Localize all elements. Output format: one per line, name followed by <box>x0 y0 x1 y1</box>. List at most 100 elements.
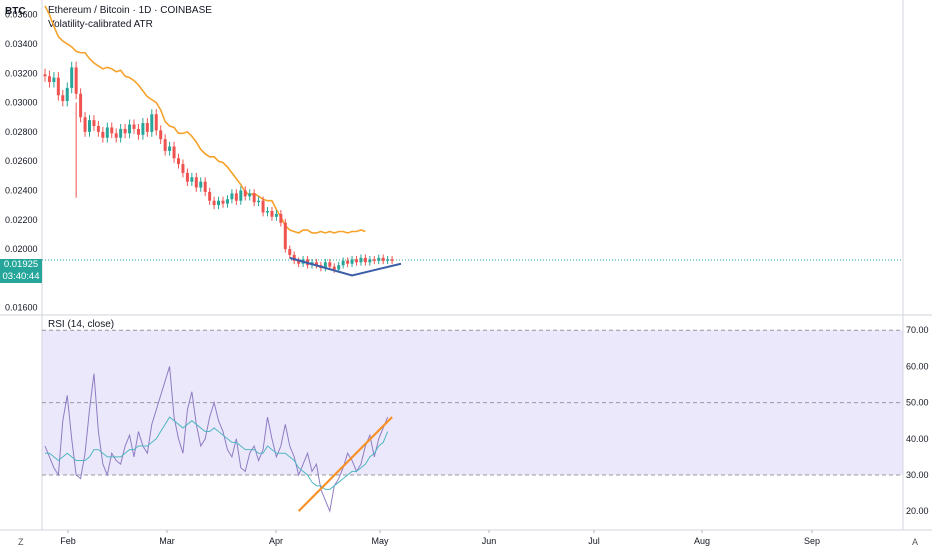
candle-body <box>65 87 69 102</box>
candle-body <box>261 200 265 213</box>
candle-body <box>372 259 376 261</box>
candle-body <box>88 120 91 132</box>
candle-body <box>386 259 390 261</box>
candle-body <box>328 262 332 267</box>
candle-body <box>283 222 287 250</box>
candle-body <box>337 265 341 270</box>
x-tick-label: Apr <box>269 536 283 546</box>
rsi-label: RSI (14, close) <box>48 319 115 330</box>
x-tick-label: May <box>371 536 389 546</box>
candle-body <box>234 193 238 201</box>
price-tick-label: 0.03000 <box>5 98 38 108</box>
price-tick-label: 0.02800 <box>5 127 38 137</box>
candle-body <box>159 130 163 140</box>
candle-body <box>368 259 372 263</box>
candle-body <box>252 193 256 203</box>
candle-body <box>52 77 56 83</box>
x-tick-label: Feb <box>60 536 76 546</box>
candle-body <box>136 128 140 135</box>
candle-body <box>332 266 336 270</box>
candle-body <box>194 177 198 188</box>
price-tick-label: 0.02200 <box>5 215 38 225</box>
candle-body <box>185 172 189 182</box>
candle-body <box>61 95 65 102</box>
candle-body <box>101 131 105 138</box>
candle-body <box>257 200 261 203</box>
candle-body <box>230 193 234 200</box>
candle-body <box>288 249 292 255</box>
candle-body <box>70 67 74 88</box>
candle-body <box>123 128 127 134</box>
candle-body <box>172 146 176 159</box>
rsi-tick-label: 60.00 <box>906 361 929 371</box>
atr-line <box>44 5 366 234</box>
candle-body <box>239 190 243 201</box>
candle-body <box>83 117 87 132</box>
rsi-tick-label: 70.00 <box>906 325 929 335</box>
candle-body <box>43 74 47 77</box>
x-tick-label: Jul <box>588 536 600 546</box>
candle-body <box>355 259 358 263</box>
candle-body <box>243 190 247 197</box>
candle-body <box>163 139 167 151</box>
candle-body <box>212 200 216 206</box>
candle-body <box>221 200 225 204</box>
candle-body <box>381 257 385 261</box>
price-tick-label: 0.01600 <box>5 303 38 313</box>
price-tick-label: 0.03400 <box>5 39 38 49</box>
candle-body <box>145 123 149 132</box>
candle-body <box>279 213 283 223</box>
rsi-tick-label: 30.00 <box>906 470 929 480</box>
candle-body <box>128 124 132 134</box>
auto-scale-toggle[interactable]: A <box>912 537 919 547</box>
candles <box>43 61 394 273</box>
candle-body <box>292 254 296 261</box>
chart-title: Ethereum / Bitcoin · 1D · COINBASE <box>48 5 212 16</box>
rsi-series-line <box>44 366 389 513</box>
candle-body <box>190 177 194 182</box>
candle-body <box>208 191 212 201</box>
candle-body <box>225 199 229 204</box>
last-price-badge: 0.01925 <box>0 259 42 271</box>
candle-body <box>141 123 145 135</box>
candle-body <box>359 257 363 263</box>
candle-body <box>74 67 78 94</box>
grid <box>42 259 903 533</box>
chart-background <box>0 0 932 531</box>
candle-body <box>96 126 100 132</box>
price-trendline <box>289 256 402 277</box>
candle-body <box>341 260 345 266</box>
candle-body <box>297 260 301 264</box>
x-tick-label: Sep <box>804 536 820 546</box>
rsi-trendline <box>297 416 393 512</box>
candle-body <box>110 127 114 134</box>
x-tick-label: Aug <box>694 536 710 546</box>
candle-body <box>154 114 158 131</box>
candle-body <box>270 210 274 217</box>
candle-body <box>105 127 109 138</box>
x-tick-label: Jun <box>482 536 497 546</box>
candle-body <box>181 164 185 173</box>
zoom-toggle[interactable]: Z <box>18 537 24 547</box>
candle-body <box>346 260 350 264</box>
axes: 0.03600 0.03400 0.03200 0.03000 0.02800 0.026… <box>5 10 929 546</box>
candle-body <box>323 262 327 269</box>
candle-body <box>203 181 207 192</box>
price-tick-label: 0.03600 <box>5 10 38 20</box>
candle-body <box>92 120 96 126</box>
indicator-label: Volatility-calibrated ATR <box>48 19 153 30</box>
candle-body <box>168 146 172 151</box>
price-tick-label: 0.02600 <box>5 156 38 166</box>
rsi-lines <box>44 366 393 513</box>
candle-body <box>114 133 118 138</box>
price-tick-label: 0.03200 <box>5 68 38 78</box>
candle-body <box>390 259 394 261</box>
price-trendline <box>289 256 402 277</box>
candle-body <box>274 213 278 217</box>
countdown-badge: 03:40:44 <box>0 271 42 283</box>
candle-body <box>199 181 203 188</box>
candle-body <box>119 128 123 138</box>
candle-body <box>150 114 154 132</box>
candle-body <box>79 93 83 118</box>
